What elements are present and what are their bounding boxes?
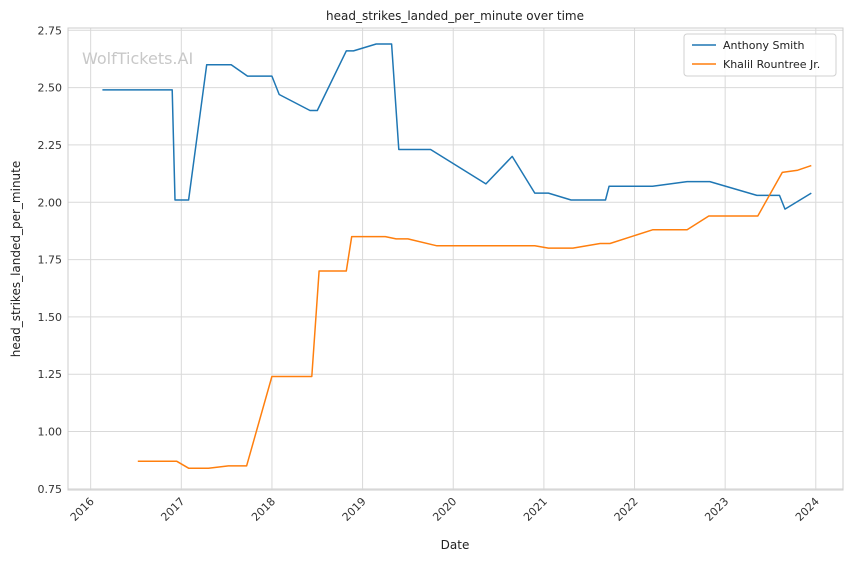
- x-tick-label: 2016: [68, 495, 97, 524]
- x-tick-label: 2023: [702, 495, 731, 524]
- x-axis-title: Date: [441, 538, 470, 552]
- y-tick-label: 1.00: [38, 426, 63, 439]
- y-tick-label: 2.75: [38, 24, 63, 37]
- x-tick-label: 2017: [158, 495, 187, 524]
- y-tick-label: 2.00: [38, 196, 63, 209]
- legend-label-anthony-smith: Anthony Smith: [723, 39, 805, 52]
- x-tick-label: 2020: [430, 495, 459, 524]
- x-tick-label: 2021: [521, 495, 550, 524]
- series-line-khalil-rountree-jr: [137, 164, 812, 469]
- x-tick-label: 2022: [612, 495, 641, 524]
- legend-box: [683, 33, 837, 77]
- series-layer: [102, 43, 812, 469]
- y-tick-label: 1.75: [38, 254, 63, 267]
- series-line-anthony-smith: [102, 43, 812, 210]
- y-tick-label: 2.50: [38, 82, 63, 95]
- legend-label-khalil-rountree-jr: Khalil Rountree Jr.: [723, 58, 820, 71]
- grid: [68, 28, 843, 490]
- chart-title: head_strikes_landed_per_minute over time: [326, 9, 584, 23]
- y-tick-label: 0.75: [38, 483, 63, 496]
- watermark: WolfTickets.AI: [82, 49, 193, 68]
- plot-background: [68, 28, 843, 490]
- legend: Anthony Smith Khalil Rountree Jr.: [683, 33, 837, 77]
- y-axis-title: head_strikes_landed_per_minute: [9, 161, 23, 358]
- x-axis: 2016 2017 2018 2019 2020 2021 2022 2023 2024: [68, 495, 822, 524]
- x-tick-label: 2018: [249, 495, 278, 524]
- y-tick-label: 1.25: [38, 368, 63, 381]
- y-tick-label: 2.25: [38, 139, 63, 152]
- y-axis: 0.75 1.00 1.25 1.50 1.75 2.00 2.25 2.50 2.75: [38, 24, 63, 496]
- x-tick-label: 2024: [793, 495, 822, 524]
- x-tick-label: 2019: [340, 495, 369, 524]
- y-tick-label: 1.50: [38, 311, 63, 324]
- plot-frame: [67, 27, 844, 491]
